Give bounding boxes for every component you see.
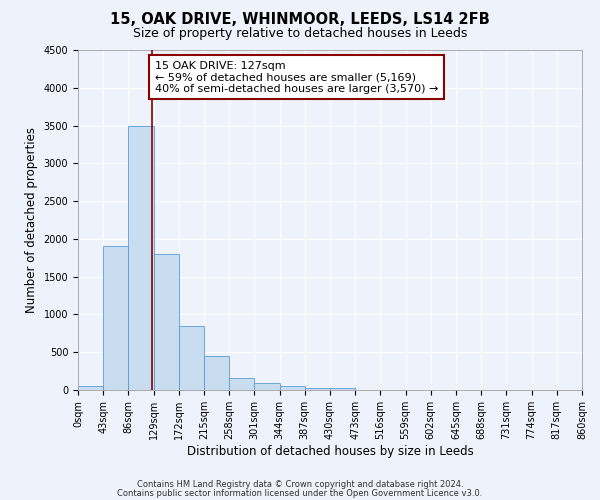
Bar [154, 254, 179, 390]
X-axis label: Distribution of detached houses by size in Leeds: Distribution of detached houses by size … [187, 444, 473, 458]
Text: Size of property relative to detached houses in Leeds: Size of property relative to detached ho… [133, 28, 467, 40]
Bar [128, 126, 154, 390]
Bar [179, 326, 204, 390]
Text: 15 OAK DRIVE: 127sqm
← 59% of detached houses are smaller (5,169)
40% of semi-de: 15 OAK DRIVE: 127sqm ← 59% of detached h… [155, 60, 438, 94]
Bar [78, 386, 103, 390]
Text: Contains public sector information licensed under the Open Government Licence v3: Contains public sector information licen… [118, 488, 482, 498]
Y-axis label: Number of detached properties: Number of detached properties [25, 127, 38, 313]
Text: Contains HM Land Registry data © Crown copyright and database right 2024.: Contains HM Land Registry data © Crown c… [137, 480, 463, 489]
Bar [229, 378, 254, 390]
Bar [280, 386, 305, 390]
Bar [204, 356, 229, 390]
Bar [254, 383, 280, 390]
Bar [305, 388, 330, 390]
Bar [330, 388, 355, 390]
Bar [103, 246, 128, 390]
Text: 15, OAK DRIVE, WHINMOOR, LEEDS, LS14 2FB: 15, OAK DRIVE, WHINMOOR, LEEDS, LS14 2FB [110, 12, 490, 28]
